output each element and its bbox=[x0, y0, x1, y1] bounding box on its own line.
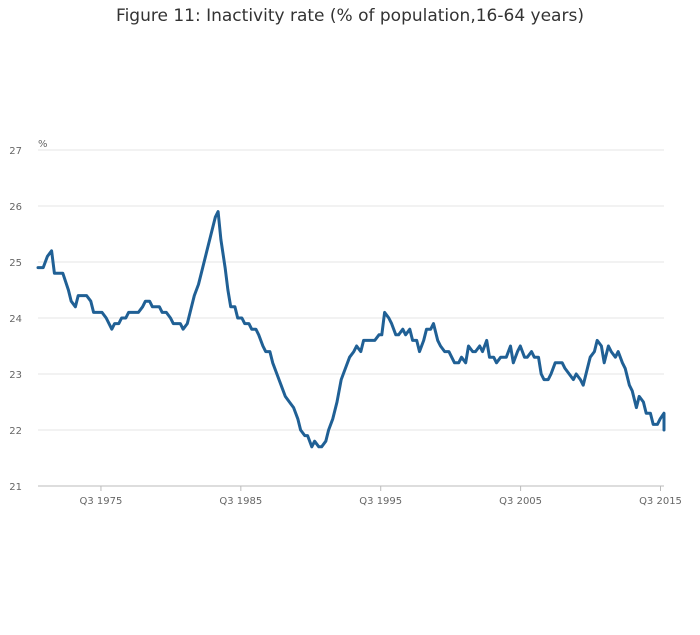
y-tick-label: 26 bbox=[9, 202, 22, 213]
series-line bbox=[36, 210, 666, 449]
x-axis: Q3 1975 Q3 1985 Q3 1995 Q3 2005 Q3 2015 bbox=[80, 486, 682, 507]
chart-title: Figure 11: Inactivity rate (% of populat… bbox=[116, 6, 584, 26]
x-tick-label: Q3 1995 bbox=[359, 496, 402, 507]
x-tick-label: Q3 1975 bbox=[80, 496, 123, 507]
y-tick-label: 27 bbox=[9, 146, 22, 157]
y-tick-label: 24 bbox=[9, 314, 22, 325]
x-tick-label: Q3 2005 bbox=[499, 496, 542, 507]
y-tick-label: 23 bbox=[9, 370, 22, 381]
y-tick-label: 21 bbox=[9, 482, 22, 493]
gridlines bbox=[38, 149, 664, 487]
y-tick-label: 25 bbox=[9, 258, 22, 269]
y-axis-unit-label: % bbox=[38, 139, 48, 150]
y-tick-label: 22 bbox=[9, 426, 22, 437]
x-tick-label: Q3 2015 bbox=[639, 496, 682, 507]
series-group bbox=[36, 210, 666, 449]
x-tick-label: Q3 1985 bbox=[219, 496, 262, 507]
y-axis-ticks: 21 22 23 24 25 26 27 bbox=[9, 146, 22, 493]
